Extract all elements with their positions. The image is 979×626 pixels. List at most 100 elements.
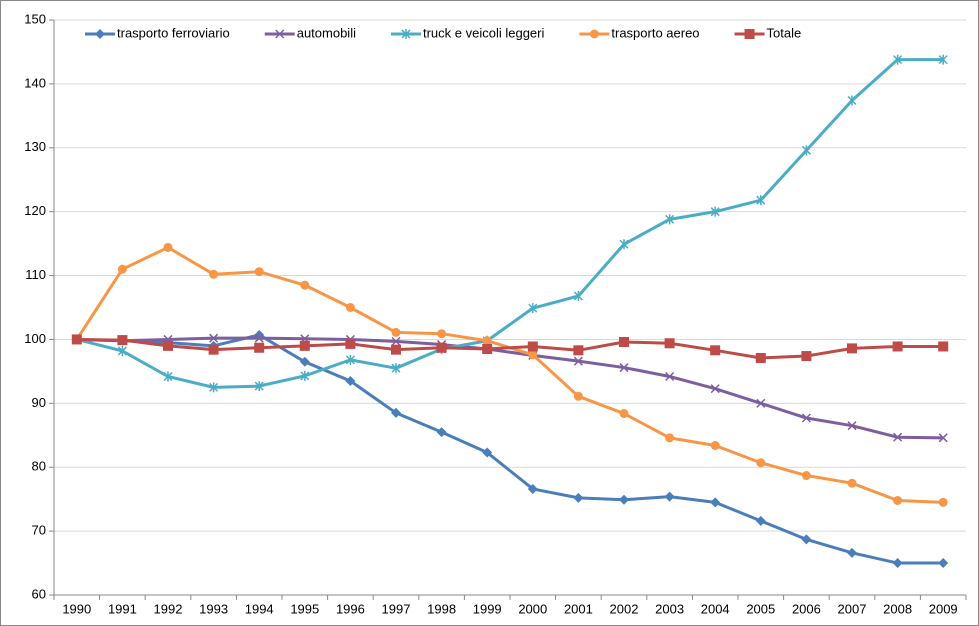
y-tick-label: 110	[25, 267, 46, 282]
marker	[710, 497, 721, 508]
marker	[619, 239, 629, 250]
legend-label: Totale	[767, 25, 802, 40]
marker	[573, 391, 583, 401]
line	[76, 333, 944, 565]
marker	[573, 492, 584, 503]
marker	[482, 344, 493, 355]
marker	[801, 351, 812, 362]
marker	[436, 427, 447, 438]
x-tick-label: 1995	[290, 601, 319, 616]
x-tick-label: 1990	[62, 601, 91, 616]
x-tick-label: 1994	[245, 601, 274, 616]
marker	[573, 356, 583, 366]
legend-item: Totale	[734, 25, 802, 40]
y-tick-label: 70	[32, 523, 46, 538]
marker	[801, 145, 811, 156]
y-tick-label: 140	[24, 75, 46, 90]
marker	[391, 407, 401, 418]
marker	[345, 338, 356, 349]
marker	[665, 433, 675, 443]
marker	[938, 497, 948, 507]
series	[71, 334, 949, 363]
marker	[664, 491, 675, 502]
marker	[619, 409, 629, 419]
marker	[437, 329, 447, 339]
marker	[391, 344, 401, 355]
marker	[275, 29, 285, 39]
y-tick-label: 90	[32, 395, 46, 410]
marker	[801, 534, 812, 545]
marker	[573, 345, 584, 356]
marker	[209, 333, 219, 343]
marker	[938, 341, 949, 352]
x-tick-label: 2007	[838, 601, 867, 616]
line	[76, 58, 944, 389]
x-tick-label: 2002	[610, 601, 639, 616]
marker	[665, 371, 675, 382]
y-tick-label: 100	[24, 331, 46, 346]
marker	[893, 432, 903, 442]
x-tick-label: 2005	[746, 601, 775, 616]
marker	[71, 334, 82, 345]
marker	[117, 345, 127, 356]
legend-label: truck e veicoli leggeri	[423, 25, 544, 40]
marker	[482, 336, 492, 346]
marker	[755, 352, 766, 363]
marker	[847, 343, 857, 354]
marker	[756, 195, 766, 206]
marker	[619, 494, 629, 505]
marker	[254, 342, 265, 353]
marker	[847, 478, 857, 488]
marker	[893, 495, 903, 505]
legend-item: automobili	[264, 25, 356, 40]
marker	[893, 54, 903, 65]
line	[76, 336, 944, 440]
x-tick-label: 1997	[382, 601, 411, 616]
marker	[163, 340, 173, 351]
marker	[710, 345, 721, 356]
marker	[847, 95, 857, 106]
marker	[117, 335, 128, 346]
marker	[801, 471, 811, 481]
marker	[938, 558, 949, 569]
marker	[482, 447, 493, 458]
marker	[938, 54, 948, 65]
marker	[436, 342, 447, 353]
marker	[527, 483, 538, 494]
marker	[254, 267, 264, 277]
marker	[664, 338, 675, 349]
x-tick-label: 1992	[154, 601, 183, 616]
marker	[163, 371, 173, 382]
legend-label: automobili	[297, 25, 356, 40]
y-tick-label: 130	[24, 139, 46, 154]
marker	[847, 421, 857, 431]
legend-label: trasporto ferroviario	[117, 25, 230, 40]
marker	[710, 206, 720, 217]
x-tick-label: 2001	[564, 601, 593, 616]
marker	[573, 291, 583, 301]
marker	[208, 344, 219, 355]
legend-item: trasporto ferroviario	[85, 25, 230, 40]
marker	[345, 375, 356, 386]
marker	[801, 413, 811, 423]
marker	[665, 214, 675, 225]
x-tick-label: 1996	[336, 601, 365, 616]
marker	[345, 354, 355, 365]
marker	[209, 269, 219, 279]
x-tick-label: 1999	[473, 601, 502, 616]
marker	[299, 340, 310, 351]
x-tick-label: 1993	[199, 601, 228, 616]
marker	[756, 398, 766, 408]
marker	[710, 441, 720, 450]
y-tick-label: 120	[24, 203, 46, 218]
x-tick-label: 2008	[883, 601, 912, 616]
x-tick-label: 2004	[701, 601, 730, 616]
marker	[163, 242, 173, 252]
x-tick-label: 1991	[108, 601, 137, 616]
marker	[254, 333, 264, 343]
marker	[892, 341, 903, 352]
y-tick-label: 150	[24, 11, 46, 26]
x-tick-label: 1998	[427, 601, 456, 616]
